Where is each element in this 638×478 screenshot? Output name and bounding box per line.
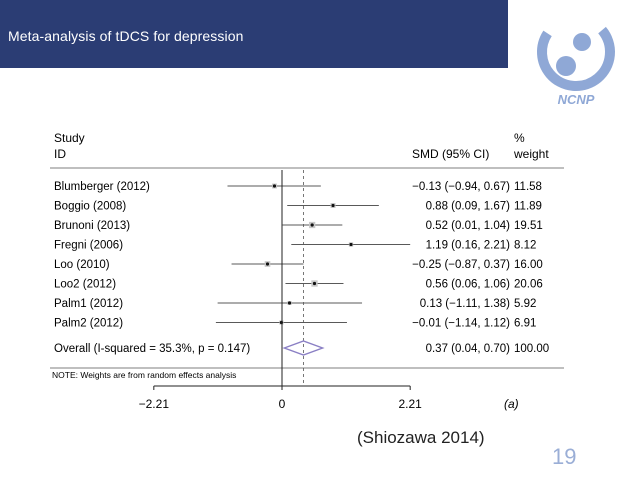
pooled-diamond — [282, 340, 325, 356]
overall-label: Overall (I-squared = 35.3%, p = 0.147) — [54, 343, 250, 355]
page-number: 19 — [552, 444, 577, 469]
study-col-header-1: Study — [54, 131, 85, 145]
weight-col-header-1: % — [514, 131, 525, 145]
forest-plot: Study ID SMD (95% CI) % weight Blumberge… — [50, 131, 564, 411]
study-label: Brunoni (2013) — [54, 220, 130, 232]
smd-col-header: SMD (95% CI) — [412, 147, 489, 161]
x-tick-label: 0 — [279, 397, 286, 411]
study-label: Palm1 (2012) — [54, 298, 123, 310]
logo-text: NCNP — [558, 92, 595, 107]
study-col-header-2: ID — [54, 147, 66, 161]
study-weight: 11.58 — [514, 181, 542, 193]
ncnp-logo: NCNP — [537, 13, 615, 107]
study-rows: Blumberger (2012) −0.13 (−0.94, 0.67) 11.5… — [54, 181, 543, 330]
study-weight: 11.89 — [514, 201, 542, 213]
slide-title: Meta-analysis of tDCS for depression — [8, 28, 244, 44]
x-tick-label: −2.21 — [139, 397, 170, 411]
study-label: Loo (2010) — [54, 259, 110, 271]
study-weight: 5.92 — [514, 298, 536, 310]
study-ci-text: 1.19 (0.16, 2.21) — [426, 240, 511, 252]
study-ci-text: −0.13 (−0.94, 0.67) — [412, 181, 510, 193]
point-estimate — [287, 301, 292, 305]
overall-weight: 100.00 — [514, 343, 549, 355]
random-effects-note: NOTE: Weights are from random effects an… — [52, 370, 236, 380]
point-estimate — [265, 262, 270, 266]
study-label: Loo2 (2012) — [54, 279, 116, 291]
study-label: Boggio (2008) — [54, 201, 126, 213]
study-weight: 20.06 — [514, 279, 543, 291]
slide-header: Meta-analysis of tDCS for depression — [0, 0, 508, 68]
study-weight: 19.51 — [514, 220, 543, 232]
point-estimate — [310, 223, 314, 227]
study-weight: 6.91 — [514, 318, 536, 330]
overall-ci: 0.37 (0.04, 0.70) — [426, 343, 511, 355]
point-estimate — [331, 203, 335, 208]
panel-label: (a) — [504, 397, 519, 411]
study-ci-text: −0.01 (−1.14, 1.12) — [412, 318, 510, 330]
study-ci-text: 0.56 (0.06, 1.06) — [426, 279, 511, 291]
point-estimate — [272, 184, 277, 188]
study-weight: 8.12 — [514, 240, 536, 252]
point-estimate — [279, 320, 284, 325]
study-label: Palm2 (2012) — [54, 318, 123, 330]
x-tick-label: 2.21 — [399, 397, 423, 411]
study-ci-text: 0.88 (0.09, 1.67) — [426, 201, 511, 213]
study-ci-text: 0.13 (−1.11, 1.38) — [420, 298, 510, 310]
study-label: Blumberger (2012) — [54, 181, 150, 193]
study-ci-text: −0.25 (−0.87, 0.37) — [412, 259, 510, 271]
point-estimate — [312, 281, 317, 286]
study-label: Fregni (2006) — [54, 240, 123, 252]
citation: (Shiozawa 2014) — [357, 428, 485, 447]
study-weight: 16.00 — [514, 259, 543, 271]
study-ci-text: 0.52 (0.01, 1.04) — [426, 220, 511, 232]
weight-col-header-2: weight — [513, 147, 549, 161]
point-estimate — [349, 242, 353, 247]
